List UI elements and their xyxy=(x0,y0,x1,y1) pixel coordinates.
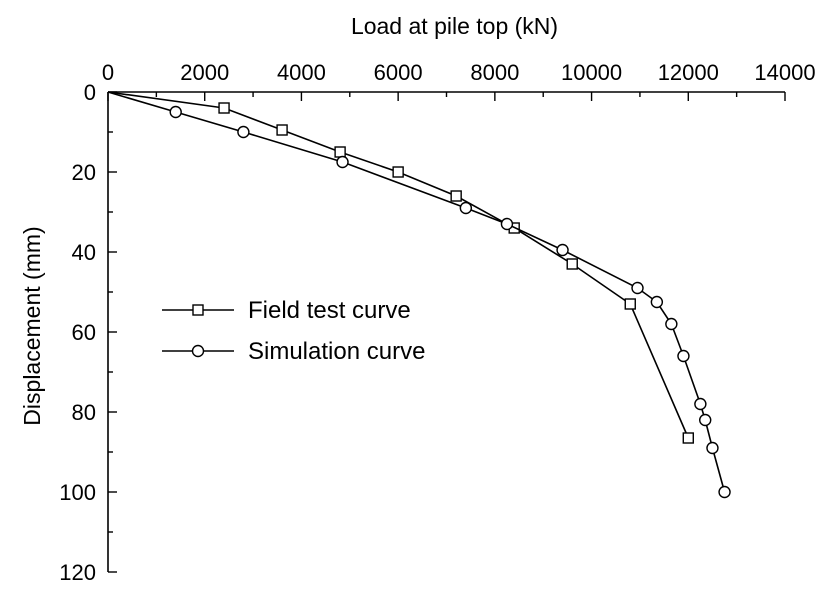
y-tick-label: 20 xyxy=(72,160,96,185)
series-line-field-test xyxy=(107,91,690,439)
data-point-square xyxy=(276,124,288,136)
legend-item-field-test: Field test curve xyxy=(162,297,411,324)
data-point-circle xyxy=(706,441,719,455)
data-point-circle xyxy=(718,485,731,499)
data-point-square xyxy=(218,102,230,114)
data-point-circle xyxy=(631,281,644,295)
data-point-circle xyxy=(500,217,514,231)
data-point-circle xyxy=(459,201,473,215)
x-axis-title: Load at pile top (kN) xyxy=(351,13,558,39)
y-tick-label: 0 xyxy=(84,80,96,105)
x-tick-label: 2000 xyxy=(180,60,229,85)
y-axis-title: Displacement (mm) xyxy=(19,226,45,425)
legend-label-simulation: Simulation curve xyxy=(248,338,425,365)
y-tick-label: 120 xyxy=(59,560,96,585)
legend-label-field-test: Field test curve xyxy=(248,297,411,324)
legend-marker-square xyxy=(192,304,204,316)
data-point-circle xyxy=(169,105,182,119)
data-point-circle xyxy=(556,243,569,257)
y-tick-label: 80 xyxy=(72,400,96,425)
x-ticks: 0 2000 4000 6000 8000 10000 12000 14000 xyxy=(102,60,816,101)
data-point-circle xyxy=(665,317,678,331)
data-point-circle xyxy=(694,397,707,411)
data-point-circle xyxy=(336,155,349,169)
x-tick-label: 8000 xyxy=(470,60,519,85)
y-tick-label: 40 xyxy=(72,240,96,265)
data-point-square xyxy=(334,146,346,158)
data-point-circle xyxy=(650,295,664,309)
plot-series xyxy=(107,91,731,499)
axes: 0 2000 4000 6000 8000 10000 12000 14000 0 20 40 60… xyxy=(59,60,815,585)
y-tick-label: 100 xyxy=(59,480,96,505)
data-point-square xyxy=(566,258,578,270)
x-tick-label: 14000 xyxy=(754,60,815,85)
y-ticks: 0 20 40 60 80 100 120 xyxy=(59,80,117,585)
x-tick-label: 4000 xyxy=(277,60,326,85)
legend-item-simulation: Simulation curve xyxy=(162,338,425,365)
series-line-simulation xyxy=(107,91,726,493)
y-tick-label: 60 xyxy=(72,320,96,345)
x-tick-label: 10000 xyxy=(561,60,622,85)
data-point-square xyxy=(624,298,636,310)
data-point-circle xyxy=(677,349,690,363)
x-tick-label: 12000 xyxy=(658,60,719,85)
data-point-circle xyxy=(237,125,250,139)
legend: Field test curve Simulation curve xyxy=(162,297,425,365)
legend-marker-circle xyxy=(191,344,205,358)
data-point-square xyxy=(450,190,462,202)
x-tick-label: 0 xyxy=(102,60,114,85)
data-point-square xyxy=(682,432,694,444)
x-tick-label: 6000 xyxy=(374,60,423,85)
data-point-square xyxy=(392,166,404,178)
data-point-circle xyxy=(699,413,712,427)
